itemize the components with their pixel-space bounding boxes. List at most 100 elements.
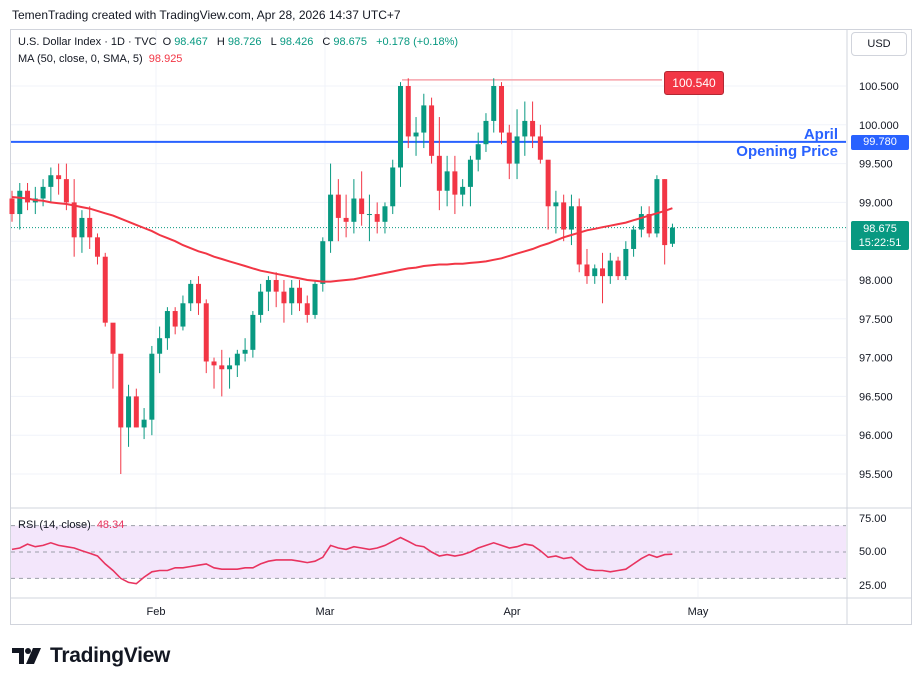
candle-body	[553, 202, 559, 207]
candle-body	[219, 365, 225, 370]
candle-body	[545, 159, 551, 207]
candle-up	[17, 183, 23, 230]
candle-up	[460, 179, 466, 207]
candle-up	[514, 109, 520, 180]
rsi-tick-label: 25.00	[859, 580, 887, 592]
candle-body	[335, 194, 341, 218]
price-tick-label: 100.000	[859, 120, 899, 132]
candle-body	[227, 365, 233, 370]
legend-symbol: U.S. Dollar Index · 1D · TVC	[18, 36, 157, 48]
candle-down	[296, 280, 302, 312]
candle-body	[436, 155, 442, 191]
candle-up	[351, 179, 357, 234]
candle-down	[172, 307, 178, 335]
candle-down	[545, 159, 551, 230]
candle-down	[281, 280, 287, 323]
currency-button[interactable]: USD	[851, 32, 907, 56]
ma-value: 98.925	[148, 53, 183, 65]
candle-up	[491, 78, 497, 133]
candle-up	[265, 276, 271, 312]
candle-up	[312, 280, 318, 319]
legend-rsi[interactable]: RSI (14, close) 48.34	[18, 519, 127, 531]
candle-down	[537, 124, 543, 164]
last-price-value: 98.675	[863, 223, 897, 235]
candle-body	[561, 202, 567, 230]
candle-body	[514, 136, 520, 164]
candle-up	[234, 349, 240, 377]
candle-body	[149, 353, 155, 420]
countdown-value: 15:22:51	[858, 237, 902, 249]
candle-body	[646, 214, 652, 234]
candle-down	[195, 276, 201, 315]
candle-body	[343, 217, 349, 222]
candle-body	[669, 227, 675, 244]
candle-body	[382, 206, 388, 222]
candle-body	[234, 353, 240, 366]
candle-down	[506, 124, 512, 180]
candle-body	[157, 338, 163, 354]
candle-down	[56, 163, 62, 195]
candle-body	[250, 314, 256, 350]
candle-down	[273, 272, 279, 308]
tradingview-logo[interactable]: TradingView	[12, 644, 170, 668]
legend-high: H 98.726	[216, 36, 262, 48]
candle-body	[273, 280, 279, 292]
candle-up	[444, 155, 450, 207]
candle-body	[25, 190, 31, 203]
candle-body	[188, 283, 194, 304]
price-tick-label: 96.500	[859, 391, 893, 403]
candle-up	[250, 311, 256, 358]
legend-ma[interactable]: MA (50, close, 0, SMA, 5) 98.925	[18, 53, 185, 65]
candle-up	[328, 163, 334, 253]
candles	[9, 78, 675, 474]
candle-down	[219, 349, 225, 397]
candle-body	[180, 303, 186, 327]
candle-up	[592, 264, 598, 284]
candle-down	[452, 155, 458, 215]
candle-body	[444, 171, 450, 191]
high-price-tag[interactable]: 100.540	[664, 71, 724, 95]
candle-up	[654, 175, 660, 238]
candle-body	[126, 396, 132, 428]
candle-body	[405, 86, 411, 137]
candle-up	[631, 225, 637, 257]
candle-body	[141, 419, 147, 428]
chart-frame	[10, 29, 912, 625]
legend-open: O 98.467	[162, 36, 208, 48]
tradingview-logo-icon	[12, 648, 41, 664]
price-tick-label: 99.500	[859, 159, 893, 171]
candle-body	[281, 291, 287, 304]
last-price-tag: 98.675 15:22:51	[851, 221, 909, 250]
candle-body	[63, 179, 69, 203]
candle-up	[421, 93, 427, 149]
candle-body	[195, 283, 201, 304]
candle-down	[600, 252, 606, 304]
candle-body	[211, 361, 217, 366]
candle-down	[203, 299, 209, 374]
candle-up	[188, 280, 194, 312]
candle-body	[483, 120, 489, 145]
time-tick-label: Apr	[503, 606, 520, 618]
candle-down	[87, 206, 93, 249]
candle-body	[102, 256, 108, 323]
candle-body	[568, 206, 574, 230]
april-price-tag: 99.780	[851, 135, 909, 150]
ma-label: MA (50, close, 0, SMA, 5)	[18, 53, 143, 65]
candle-up	[522, 101, 528, 156]
candle-body	[631, 229, 637, 249]
rsi-tick-label: 50.00	[859, 546, 887, 558]
candle-up	[483, 113, 489, 152]
candle-body	[522, 120, 528, 137]
candle-down	[94, 233, 100, 265]
candle-up	[48, 167, 54, 203]
candle-up	[126, 384, 132, 447]
candle-down	[102, 252, 108, 327]
candle-body	[366, 214, 372, 216]
candle-body	[304, 303, 310, 315]
candle-body	[413, 132, 419, 137]
candle-up	[242, 338, 248, 362]
candle-down	[662, 179, 668, 265]
candle-body	[258, 291, 264, 315]
legend-low: L 98.426	[270, 36, 314, 48]
